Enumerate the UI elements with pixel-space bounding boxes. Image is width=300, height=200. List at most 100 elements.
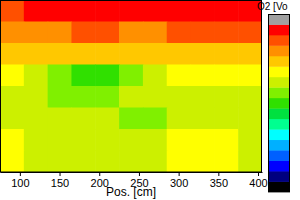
heatmap-cell <box>214 129 238 151</box>
heatmap-cell <box>24 108 48 130</box>
heatmap-cell <box>167 151 191 173</box>
x-axis-title: Pos. [cm] <box>106 185 156 199</box>
heatmap-cell <box>191 151 215 173</box>
colorbar-band <box>268 77 290 88</box>
heatmap-cell <box>143 108 167 130</box>
heatmap-cell <box>214 43 238 65</box>
x-axis-line <box>1 172 263 173</box>
heatmap-cell <box>71 86 95 108</box>
heatmap-cell <box>48 65 72 87</box>
heatmap-cell <box>71 43 95 65</box>
heatmap-cell <box>24 151 48 173</box>
x-tick-label: 300 <box>170 177 188 189</box>
colorbar-band <box>268 129 290 140</box>
heatmap-cell <box>24 86 48 108</box>
heatmap-cell <box>191 108 215 130</box>
heatmap-cell <box>191 129 215 151</box>
colorbar-frame <box>269 15 290 192</box>
x-tick-mark <box>218 172 219 176</box>
heatmap-cell <box>95 86 119 108</box>
colorbar-band <box>268 14 290 25</box>
colorbar-band <box>268 98 290 109</box>
heatmap-cell <box>143 65 167 87</box>
heatmap-cell <box>71 65 95 87</box>
heatmap-cell <box>0 43 24 65</box>
x-tick-mark <box>139 172 140 176</box>
heatmap-cell <box>24 0 48 22</box>
colorbar-band <box>268 150 290 161</box>
heatmap-cell <box>24 65 48 87</box>
heatmap-cell <box>167 65 191 87</box>
colorbar-band <box>268 171 290 182</box>
heatmap-cell <box>238 65 262 87</box>
heatmap-cell <box>71 151 95 173</box>
heatmap-cell <box>238 108 262 130</box>
colorbar-title: O2 [Vo <box>257 1 288 12</box>
x-tick: 350 <box>210 172 228 189</box>
heatmap-cell <box>191 65 215 87</box>
heatmap-cells <box>0 0 262 172</box>
plot-frame <box>1 1 262 173</box>
heatmap-cell <box>95 129 119 151</box>
heatmap-cell <box>214 151 238 173</box>
heatmap-cell <box>214 0 238 22</box>
heatmap-cell <box>119 22 143 44</box>
heatmap-cell <box>167 0 191 22</box>
heatmap-cell <box>143 22 167 44</box>
x-tick: 400 <box>249 172 267 189</box>
heatmap-cell <box>95 43 119 65</box>
heatmap-cell <box>48 86 72 108</box>
heatmap-cell <box>119 0 143 22</box>
heatmap-cell <box>191 86 215 108</box>
heatmap-cell <box>71 108 95 130</box>
x-tick-mark <box>20 172 21 176</box>
colorbar-band <box>268 140 290 151</box>
heatmap-cell <box>71 129 95 151</box>
x-tick-label: 400 <box>249 177 267 189</box>
heatmap-cell <box>143 86 167 108</box>
colorbar-band <box>268 182 290 193</box>
colorbar-band <box>268 119 290 130</box>
heatmap-cell <box>143 151 167 173</box>
heatmap-cell <box>167 108 191 130</box>
x-tick-label: 150 <box>51 177 69 189</box>
heatmap-cell <box>0 86 24 108</box>
x-tick: 150 <box>51 172 69 189</box>
colorbar-band <box>268 56 290 67</box>
x-tick-mark <box>179 172 180 176</box>
colorbar <box>268 14 290 192</box>
colorbar-band <box>268 108 290 119</box>
x-tick-mark <box>258 172 259 176</box>
heatmap-cell <box>119 151 143 173</box>
x-tick: 300 <box>170 172 188 189</box>
heatmap-cell <box>214 22 238 44</box>
heatmap-cell <box>71 22 95 44</box>
heatmap-cell <box>191 0 215 22</box>
heatmap-cell <box>143 43 167 65</box>
x-tick: 100 <box>11 172 29 189</box>
heatmap-cell <box>167 86 191 108</box>
heatmap-cell <box>24 129 48 151</box>
colorbar-band <box>268 24 290 35</box>
heatmap-cell <box>143 129 167 151</box>
colorbar-band <box>268 45 290 56</box>
heatmap-cell <box>24 43 48 65</box>
heatmap-cell <box>119 129 143 151</box>
heatmap-cell <box>24 22 48 44</box>
colorbar-band <box>268 161 290 172</box>
x-tick-mark <box>60 172 61 176</box>
heatmap-cell <box>95 65 119 87</box>
colorbar-band <box>268 66 290 77</box>
heatmap-cell <box>95 108 119 130</box>
heatmap-cell <box>214 108 238 130</box>
x-tick-mark <box>99 172 100 176</box>
heatmap-cell <box>95 22 119 44</box>
heatmap-cell <box>238 151 262 173</box>
heatmap-cell <box>119 65 143 87</box>
heatmap-cell <box>167 129 191 151</box>
heatmap-cell <box>238 22 262 44</box>
heatmap-cell <box>48 108 72 130</box>
heatmap-cell <box>0 151 24 173</box>
heatmap-cell <box>48 129 72 151</box>
heatmap-cell <box>48 151 72 173</box>
